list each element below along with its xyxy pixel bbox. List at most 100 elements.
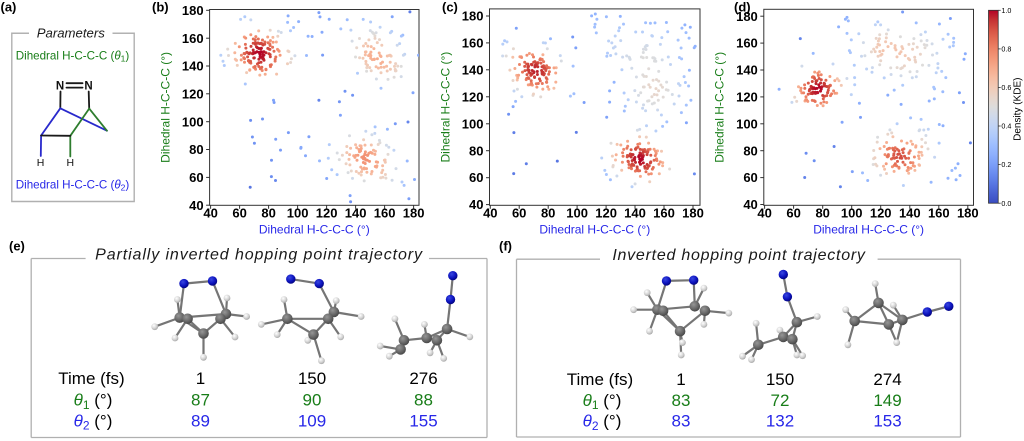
svg-text:100: 100 (462, 116, 484, 131)
svg-text:100: 100 (841, 206, 863, 221)
svg-text:1: 1 (196, 369, 205, 388)
svg-text:Dihedral H-C-C-C (θ1): Dihedral H-C-C-C (θ1) (16, 50, 130, 64)
svg-text:180: 180 (682, 206, 704, 221)
svg-text:40: 40 (757, 206, 771, 221)
svg-text:θ2 (°): θ2 (°) (74, 411, 113, 432)
svg-text:60: 60 (469, 170, 483, 185)
svg-text:0.2: 0.2 (1001, 160, 1011, 169)
svg-text:160: 160 (928, 206, 950, 221)
svg-text:Inverted hopping point traject: Inverted hopping point trajectory (612, 247, 866, 264)
svg-text:120: 120 (462, 89, 484, 104)
svg-text:149: 149 (873, 391, 901, 410)
svg-text:40: 40 (189, 198, 203, 213)
svg-text:153: 153 (873, 412, 901, 431)
svg-text:1.0: 1.0 (1001, 6, 1011, 15)
svg-text:140: 140 (182, 59, 204, 74)
svg-text:N: N (84, 81, 92, 93)
svg-text:160: 160 (653, 206, 675, 221)
svg-text:155: 155 (409, 411, 437, 430)
svg-text:100: 100 (566, 206, 588, 221)
svg-text:H: H (67, 157, 75, 169)
svg-text:276: 276 (409, 369, 437, 388)
svg-text:Dihedral H-C-C-C (°): Dihedral H-C-C-C (°) (158, 52, 172, 163)
svg-text:120: 120 (870, 206, 892, 221)
svg-text:(e): (e) (9, 239, 25, 254)
svg-text:100: 100 (736, 116, 758, 131)
svg-text:180: 180 (736, 9, 758, 24)
svg-text:Dihedral H-C-C-C (°): Dihedral H-C-C-C (°) (813, 223, 924, 237)
svg-text:Dihedral H-C-C-C (°): Dihedral H-C-C-C (°) (539, 223, 650, 237)
svg-text:(f): (f) (499, 239, 512, 254)
svg-text:Time (fs): Time (fs) (567, 370, 633, 389)
svg-text:140: 140 (462, 62, 484, 77)
svg-text:72: 72 (771, 391, 790, 410)
svg-text:0.8: 0.8 (1001, 45, 1011, 54)
svg-text:0.0: 0.0 (1001, 199, 1011, 208)
svg-text:60: 60 (743, 170, 757, 185)
svg-text:80: 80 (815, 206, 829, 221)
svg-text:140: 140 (624, 206, 646, 221)
svg-text:83: 83 (672, 412, 691, 431)
svg-text:θ1 (°): θ1 (°) (74, 390, 113, 411)
svg-text:80: 80 (469, 143, 483, 158)
svg-text:(a): (a) (1, 0, 17, 15)
svg-text:150: 150 (298, 369, 326, 388)
svg-text:80: 80 (541, 206, 555, 221)
svg-text:132: 132 (766, 412, 794, 431)
svg-text:Dihedral H-C-C-C (°): Dihedral H-C-C-C (°) (713, 52, 727, 163)
svg-text:120: 120 (736, 90, 758, 105)
svg-text:140: 140 (736, 63, 758, 78)
svg-text:0.6: 0.6 (1001, 83, 1011, 92)
svg-text:Dihedral H-C-C-C (θ2): Dihedral H-C-C-C (θ2) (16, 178, 130, 192)
svg-text:180: 180 (182, 3, 204, 18)
svg-text:80: 80 (743, 143, 757, 158)
svg-text:120: 120 (182, 86, 204, 101)
svg-text:89: 89 (191, 411, 210, 430)
svg-text:60: 60 (512, 206, 526, 221)
svg-text:θ2 (°): θ2 (°) (583, 412, 622, 433)
svg-text:0.4: 0.4 (1001, 122, 1011, 131)
svg-text:140: 140 (899, 206, 921, 221)
svg-text:(c): (c) (442, 0, 458, 15)
svg-text:90: 90 (303, 390, 322, 409)
svg-text:Density (KDE): Density (KDE) (1013, 78, 1024, 141)
svg-text:274: 274 (873, 370, 901, 389)
svg-text:40: 40 (483, 206, 497, 221)
svg-text:180: 180 (957, 206, 979, 221)
svg-text:160: 160 (182, 31, 204, 46)
svg-text:140: 140 (345, 206, 367, 221)
svg-text:Partially inverted hopping poi: Partially inverted hopping point traject… (95, 247, 423, 264)
svg-text:Parameters: Parameters (37, 26, 106, 41)
svg-text:40: 40 (743, 197, 757, 212)
svg-text:60: 60 (786, 206, 800, 221)
svg-text:87: 87 (191, 390, 210, 409)
svg-text:180: 180 (462, 9, 484, 24)
svg-text:Dihedral H-C-C-C (°): Dihedral H-C-C-C (°) (438, 52, 452, 163)
svg-text:180: 180 (403, 206, 425, 221)
svg-text:1: 1 (676, 370, 685, 389)
svg-text:Time (fs): Time (fs) (58, 369, 124, 388)
svg-text:100: 100 (287, 206, 309, 221)
svg-text:150: 150 (766, 370, 794, 389)
svg-text:109: 109 (298, 411, 326, 430)
svg-text:N: N (56, 81, 64, 93)
svg-text:(d): (d) (734, 0, 751, 15)
svg-text:H: H (37, 157, 45, 169)
svg-text:83: 83 (672, 391, 691, 410)
svg-text:40: 40 (203, 206, 217, 221)
svg-text:Dihedral H-C-C-C (°): Dihedral H-C-C-C (°) (259, 223, 370, 237)
svg-text:120: 120 (595, 206, 617, 221)
svg-text:120: 120 (316, 206, 338, 221)
svg-text:80: 80 (261, 206, 275, 221)
svg-text:160: 160 (462, 36, 484, 51)
svg-text:60: 60 (232, 206, 246, 221)
svg-text:88: 88 (414, 390, 433, 409)
svg-text:160: 160 (736, 36, 758, 51)
svg-text:(b): (b) (152, 0, 169, 15)
svg-text:60: 60 (189, 170, 203, 185)
svg-text:40: 40 (469, 197, 483, 212)
svg-text:160: 160 (374, 206, 396, 221)
svg-text:80: 80 (189, 142, 203, 157)
svg-text:θ1 (°): θ1 (°) (583, 391, 622, 412)
svg-text:100: 100 (182, 114, 204, 129)
